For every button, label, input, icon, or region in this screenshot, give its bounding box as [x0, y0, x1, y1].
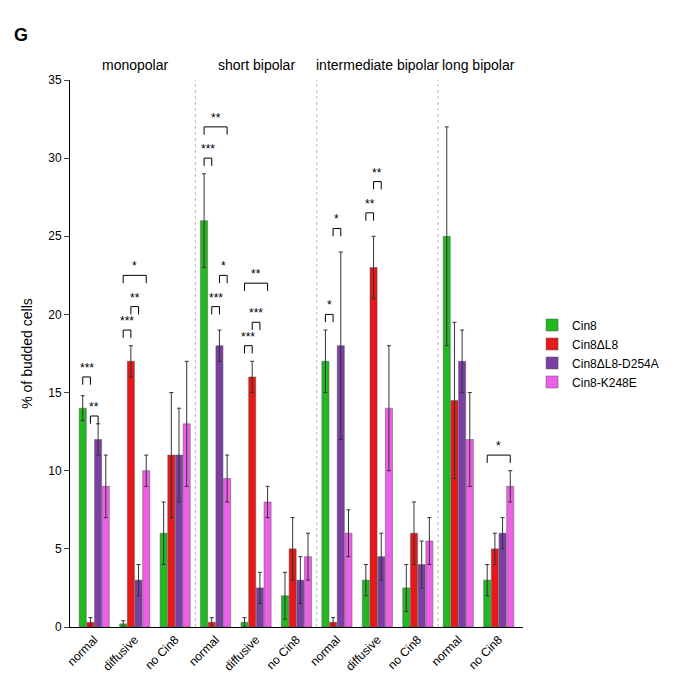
svg-text:no Cin8: no Cin8	[385, 633, 424, 672]
svg-text:***: ***	[241, 330, 255, 344]
svg-text:*: *	[496, 439, 501, 453]
svg-text:35: 35	[48, 73, 62, 87]
svg-text:monopolar: monopolar	[102, 57, 168, 73]
svg-text:**: **	[130, 291, 140, 305]
svg-text:**: **	[365, 197, 375, 211]
svg-text:*: *	[327, 298, 332, 312]
svg-text:no Cin8: no Cin8	[264, 633, 303, 672]
svg-text:Cin8-K248E: Cin8-K248E	[572, 376, 637, 390]
svg-text:20: 20	[48, 308, 62, 322]
svg-text:Cin8ΔL8: Cin8ΔL8	[572, 338, 618, 352]
svg-text:G: G	[14, 25, 28, 45]
svg-text:short bipolar: short bipolar	[218, 57, 295, 73]
svg-text:5: 5	[55, 542, 62, 556]
svg-text:*: *	[221, 259, 226, 273]
svg-text:*: *	[132, 259, 137, 273]
svg-text:15: 15	[48, 386, 62, 400]
svg-text:diffusive: diffusive	[100, 633, 141, 674]
svg-text:10: 10	[48, 464, 62, 478]
svg-text:no Cin8: no Cin8	[142, 633, 181, 672]
svg-text:***: ***	[120, 314, 134, 328]
svg-text:diffusive: diffusive	[343, 633, 384, 674]
svg-text:0: 0	[55, 620, 62, 634]
svg-text:*: *	[334, 212, 339, 226]
svg-text:no Cin8: no Cin8	[466, 633, 505, 672]
svg-text:***: ***	[249, 306, 263, 320]
svg-text:normal: normal	[307, 633, 343, 669]
svg-text:**: **	[251, 267, 261, 281]
svg-text:Cin8: Cin8	[572, 319, 597, 333]
svg-text:30: 30	[48, 151, 62, 165]
svg-text:normal: normal	[65, 633, 101, 669]
svg-text:diffusive: diffusive	[222, 633, 263, 674]
svg-text:***: ***	[201, 142, 215, 156]
svg-text:normal: normal	[429, 633, 465, 669]
svg-text:25: 25	[48, 229, 62, 243]
svg-text:***: ***	[209, 291, 223, 305]
svg-text:long bipolar: long bipolar	[442, 57, 515, 73]
svg-text:***: ***	[80, 361, 94, 375]
svg-text:Cin8ΔL8-D254A: Cin8ΔL8-D254A	[572, 357, 659, 371]
svg-text:**: **	[372, 166, 382, 180]
svg-text:% of budded cells: % of budded cells	[19, 298, 35, 409]
svg-text:**: **	[89, 400, 99, 414]
svg-text:**: **	[211, 111, 221, 125]
svg-text:intermediate bipolar: intermediate bipolar	[316, 57, 439, 73]
svg-text:normal: normal	[186, 633, 222, 669]
